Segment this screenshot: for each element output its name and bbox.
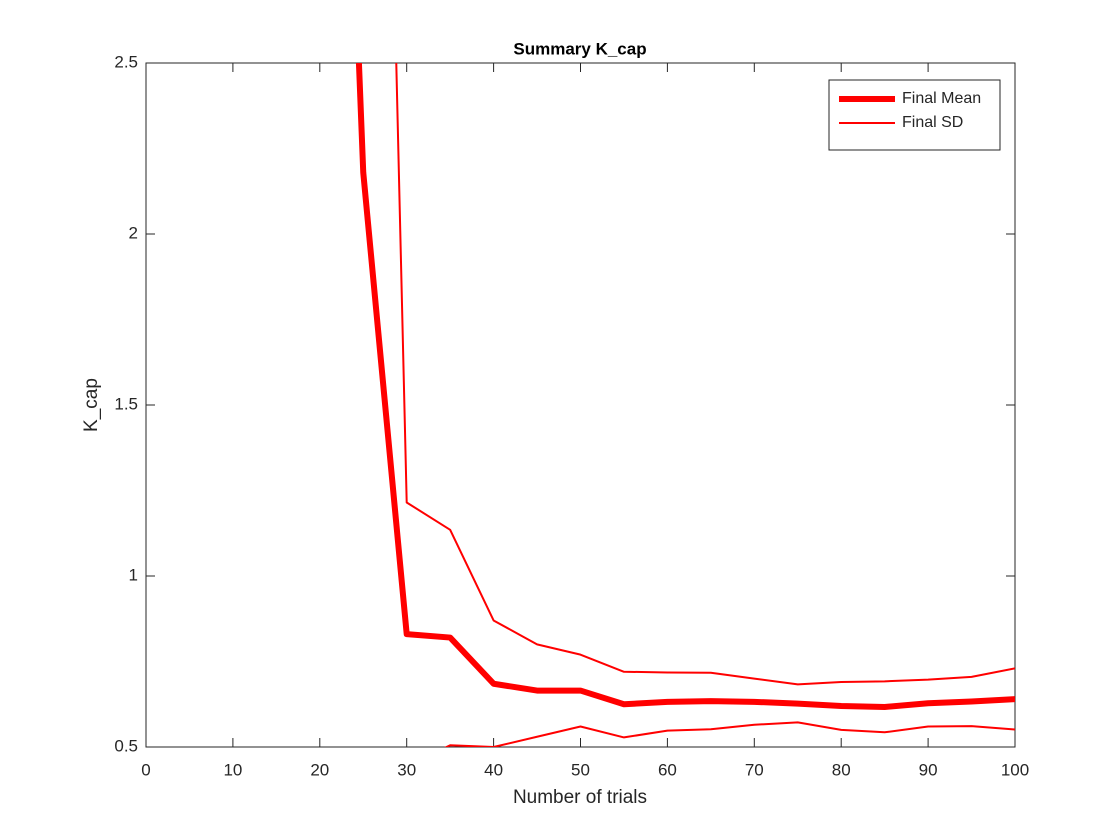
- x-tick-label: 50: [571, 760, 590, 779]
- x-tick-label: 30: [397, 760, 416, 779]
- y-tick-label: 1.5: [114, 394, 138, 413]
- data-line: [444, 721, 1015, 747]
- x-tick-label: 20: [310, 760, 329, 779]
- legend-label: Final SD: [902, 114, 963, 131]
- data-line: [355, 63, 1015, 710]
- y-tick-label: 0.5: [114, 736, 138, 755]
- plot-lines: [355, 63, 1015, 747]
- data-line: [395, 63, 1015, 686]
- x-tick-label: 100: [1001, 760, 1029, 779]
- x-tick-label: 10: [223, 760, 242, 779]
- x-tick-label: 40: [484, 760, 503, 779]
- x-tick-label: 0: [141, 760, 150, 779]
- x-tick-label: 90: [919, 760, 938, 779]
- y-tick-label: 2: [129, 223, 138, 242]
- x-axis-label: Number of trials: [513, 787, 647, 808]
- y-axis-label: K_cap: [81, 378, 102, 432]
- x-tick-label: 70: [745, 760, 764, 779]
- plot-box: [145, 62, 1016, 748]
- x-tick-label: 80: [832, 760, 851, 779]
- legend-box: [828, 79, 1001, 151]
- y-tick-label: 2.5: [114, 52, 138, 71]
- x-tick-label: 60: [658, 760, 677, 779]
- chart-title: Summary K_cap: [513, 39, 646, 58]
- y-tick-label: 1: [129, 565, 138, 584]
- legend-label: Final Mean: [902, 90, 981, 107]
